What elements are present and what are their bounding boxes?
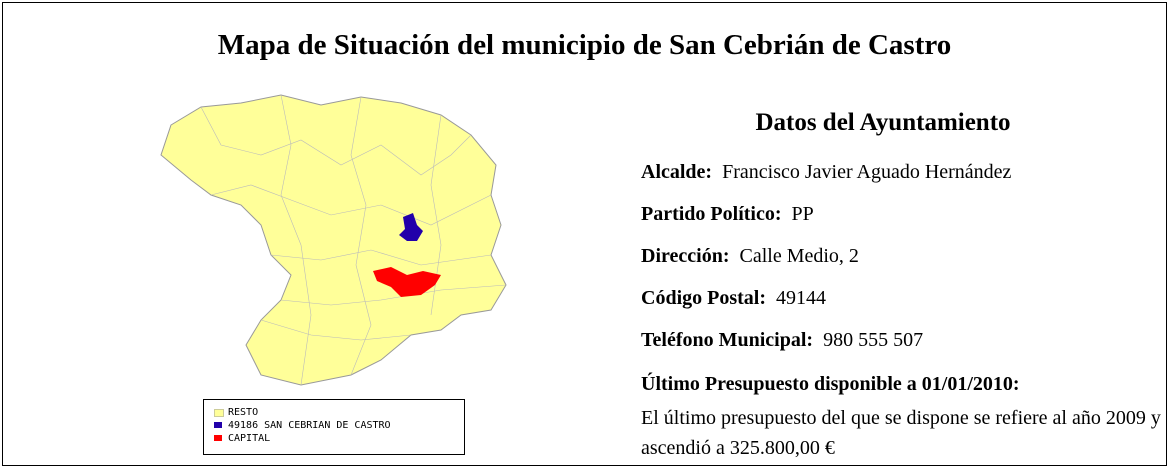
field-row: Partido Político: PP	[641, 203, 814, 226]
field-row: Alcalde: Francisco Javier Aguado Hernánde…	[641, 161, 1011, 184]
field-row: Dirección: Calle Medio, 2	[641, 245, 859, 268]
legend-swatch	[214, 422, 222, 428]
legend-label: 49186 SAN CEBRIAN DE CASTRO	[228, 420, 391, 431]
field-row: Código Postal: 49144	[641, 287, 826, 310]
legend: RESTO 49186 SAN CEBRIAN DE CASTRO CAPITAL	[203, 399, 465, 455]
section-heading: Datos del Ayuntamiento	[755, 109, 1011, 136]
field-value: 980 555 507	[823, 329, 924, 351]
legend-item: CAPITAL	[204, 432, 464, 445]
field-value: Francisco Javier Aguado Hernández	[722, 161, 1012, 183]
field-label: Alcalde:	[641, 161, 713, 183]
field-label: Partido Político:	[641, 203, 782, 225]
legend-item: 49186 SAN CEBRIAN DE CASTRO	[204, 419, 464, 432]
field-label: Código Postal:	[641, 287, 766, 309]
municipal-borders	[200, 94, 507, 386]
capital	[373, 267, 441, 297]
legend-swatch	[214, 435, 222, 441]
province	[160, 94, 507, 386]
field-value: Calle Medio, 2	[739, 245, 859, 267]
field-label: Teléfono Municipal:	[641, 329, 814, 351]
legend-label: RESTO	[228, 407, 259, 418]
field-label: Dirección:	[641, 245, 730, 267]
field-value: PP	[791, 203, 814, 225]
legend-item: RESTO	[204, 406, 464, 419]
title: Mapa de Situación del municipio de San C…	[217, 29, 952, 61]
budget-text: El último presupuesto del que se dispone…	[641, 407, 1161, 459]
municipality	[399, 213, 423, 241]
legend-label: CAPITAL	[228, 433, 271, 444]
field-row: Teléfono Municipal: 980 555 507	[641, 329, 923, 352]
field-value: 49144	[776, 287, 826, 309]
budget-heading: Último Presupuesto disponible a 01/01/20…	[641, 373, 1020, 395]
legend-swatch	[214, 409, 224, 417]
map	[160, 94, 507, 386]
